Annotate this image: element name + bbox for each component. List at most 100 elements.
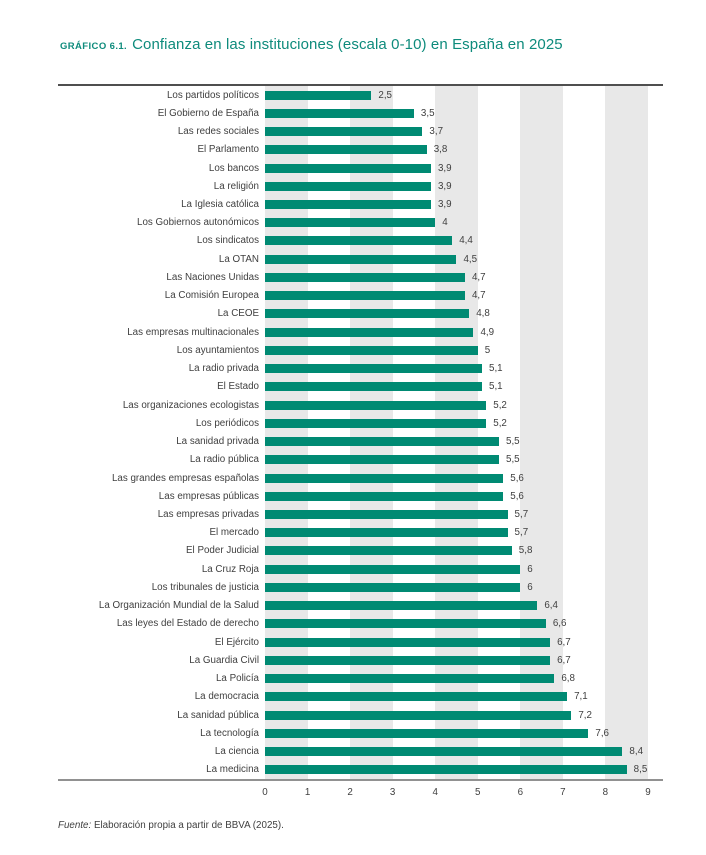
bar-row: Los Gobiernos autonómicos 4 [0, 214, 706, 232]
bar-row: La radio privada 5,1 [0, 360, 706, 378]
plot-area: Los partidos políticos 2,5 El Gobierno de … [0, 86, 706, 779]
category-label: Las empresas multinacionales [127, 326, 259, 338]
bar-row: La CEOE 4,8 [0, 305, 706, 323]
value-label: 5,1 [489, 363, 503, 375]
category-label: Las empresas públicas [158, 490, 259, 502]
category-label: La sanidad pública [177, 709, 259, 721]
category-label: Los ayuntamientos [176, 344, 259, 356]
source-prefix: Fuente: [58, 820, 92, 831]
value-label: 5,5 [506, 436, 520, 448]
category-label: Las organizaciones ecologistas [122, 399, 259, 411]
bar-row: Los tribunales de justicia 6 [0, 578, 706, 596]
bar [265, 291, 465, 301]
bar-row: Los ayuntamientos 5 [0, 341, 706, 359]
bar [265, 145, 427, 155]
bar-rows: Los partidos políticos 2,5 El Gobierno de … [0, 86, 706, 779]
value-label: 3,9 [437, 199, 452, 211]
bar [265, 655, 551, 665]
category-label: La democracia [194, 691, 259, 703]
category-label: La OTAN [218, 253, 259, 265]
bar-row: Los partidos políticos 2,5 [0, 86, 706, 104]
value-label: 5,1 [489, 381, 503, 393]
bar [265, 747, 623, 757]
category-label: La Comisión Europea [164, 290, 259, 302]
bar [265, 637, 551, 647]
value-label: 6 [527, 581, 533, 593]
value-label: 7,1 [574, 691, 588, 703]
bar [265, 674, 555, 684]
bar-row: El Gobierno de España 3,5 [0, 104, 706, 122]
grid-band [605, 86, 648, 779]
category-label: Las redes sociales [177, 126, 259, 138]
category-label: Los Gobiernos autonómicos [137, 217, 259, 229]
x-tick-label: 3 [389, 787, 396, 798]
value-label: 4 [442, 217, 448, 229]
category-label: La Iglesia católica [181, 199, 259, 211]
bar-row: Las empresas públicas 5,6 [0, 487, 706, 505]
category-label: La Policía [215, 673, 259, 685]
bar-row: Las organizaciones ecologistas 5,2 [0, 396, 706, 414]
category-label: El Poder Judicial [186, 545, 259, 557]
chart-top-rule [58, 84, 663, 86]
x-tick-label: 2 [347, 787, 353, 798]
chart-number-kicker: GRÁFICO 6.1. [60, 41, 128, 52]
value-label: 6 [527, 563, 533, 575]
value-label: 6,7 [557, 654, 571, 666]
value-label: 6,7 [557, 636, 571, 648]
bar [265, 327, 474, 337]
bar [265, 728, 589, 738]
value-label: 3,9 [437, 180, 452, 192]
source-text: Elaboración propia a partir de BBVA (202… [91, 820, 284, 831]
bar-row: La sanidad pública 7,2 [0, 706, 706, 724]
bar [265, 473, 504, 483]
bar [265, 437, 500, 447]
bar [265, 528, 508, 538]
value-label: 5 [484, 344, 491, 356]
bar [265, 163, 431, 173]
x-axis: 0 1 2 3 4 5 6 7 8 9 [0, 787, 706, 801]
bar-row: La Iglesia católica 3,9 [0, 195, 706, 213]
x-tick-label: 1 [304, 787, 311, 798]
bar-row: Las empresas multinacionales 4,9 [0, 323, 706, 341]
bar [265, 510, 508, 519]
category-label: La Cruz Roja [201, 563, 259, 575]
bar-row: Los periódicos 5,2 [0, 414, 706, 432]
value-label: 4,7 [471, 271, 486, 283]
bar [265, 181, 431, 191]
category-label: La Organización Mundial de la Salud [98, 600, 259, 612]
value-label: 7,2 [578, 709, 592, 721]
bar [265, 218, 436, 228]
value-label: 4,5 [463, 253, 478, 265]
bar [265, 601, 538, 611]
bar [265, 400, 487, 410]
bar-row: La OTAN 4,5 [0, 250, 706, 268]
bar [265, 564, 521, 574]
category-label: El mercado [209, 527, 259, 539]
category-label: Las Naciones Unidas [166, 271, 259, 283]
value-label: 5,7 [514, 509, 529, 520]
value-label: 5,8 [518, 545, 533, 557]
category-label: La ciencia [214, 746, 259, 758]
bar [265, 491, 504, 501]
bar-row: La religión 3,9 [0, 177, 706, 195]
x-tick-label: 7 [560, 787, 566, 798]
bar [265, 619, 546, 629]
bar [265, 765, 627, 775]
value-label: 8,4 [629, 746, 644, 758]
bar-row: Las redes sociales 3,7 [0, 122, 706, 140]
value-label: 3,5 [420, 107, 435, 119]
bar [265, 455, 500, 465]
category-label: La tecnología [200, 727, 259, 739]
bar-row: La ciencia 8,4 [0, 742, 706, 760]
bar-row: El Poder Judicial 5,8 [0, 542, 706, 560]
category-label: Los periódicos [195, 417, 259, 429]
category-label: El Parlamento [197, 144, 259, 156]
value-label: 8,5 [633, 764, 648, 776]
category-label: Las grandes empresas españolas [111, 472, 259, 484]
bar-row: La tecnología 7,6 [0, 724, 706, 742]
category-label: La religión [213, 180, 259, 192]
bar [265, 236, 453, 246]
value-label: 3,9 [437, 162, 452, 174]
bar-row: Las empresas privadas 5,7 [0, 505, 706, 523]
category-label: La medicina [206, 764, 259, 776]
